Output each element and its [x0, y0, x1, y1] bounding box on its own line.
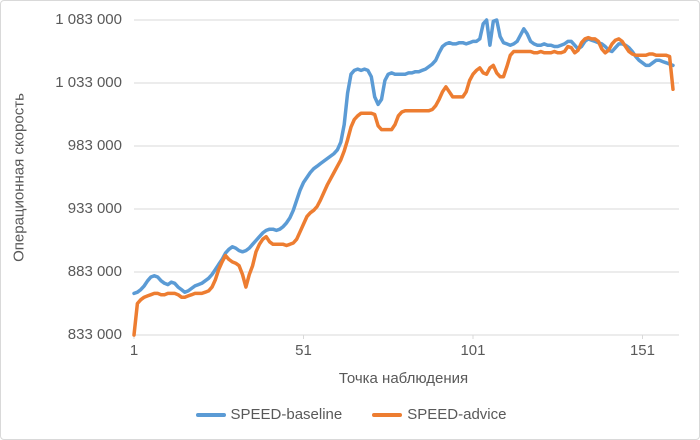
y-tick-label: 933 000 [67, 200, 122, 217]
x-axis-title: Точка наблюдения [338, 370, 469, 387]
x-tick-label: 151 [629, 342, 655, 359]
y-tick-label: 883 000 [67, 263, 122, 280]
speed-baseline-line-swatch-icon [195, 412, 226, 417]
y-tick-label: 833 000 [67, 326, 122, 343]
legend-label-speed-advice: SPEED-advice [407, 406, 507, 423]
x-tick-label: 51 [295, 342, 312, 359]
x-tick-label: 1 [129, 342, 139, 359]
legend-label-speed-baseline: SPEED-baseline [230, 406, 343, 423]
speed-advice-line-swatch-icon [372, 412, 403, 417]
x-tick-label: 101 [460, 342, 486, 359]
y-tick-label: 1 033 000 [55, 74, 122, 91]
y-tick-label: 983 000 [67, 137, 122, 154]
y-tick-label: 1 083 000 [55, 11, 122, 28]
legend-item-speed-baseline: SPEED-baseline [195, 406, 343, 423]
y-axis-labels: 1 083 000 1 033 000 983 000 933 000 883 000 8… [1, 1, 122, 439]
legend: SPEED-baseline SPEED-advice [1, 406, 699, 423]
legend-item-speed-advice: SPEED-advice [372, 406, 506, 423]
